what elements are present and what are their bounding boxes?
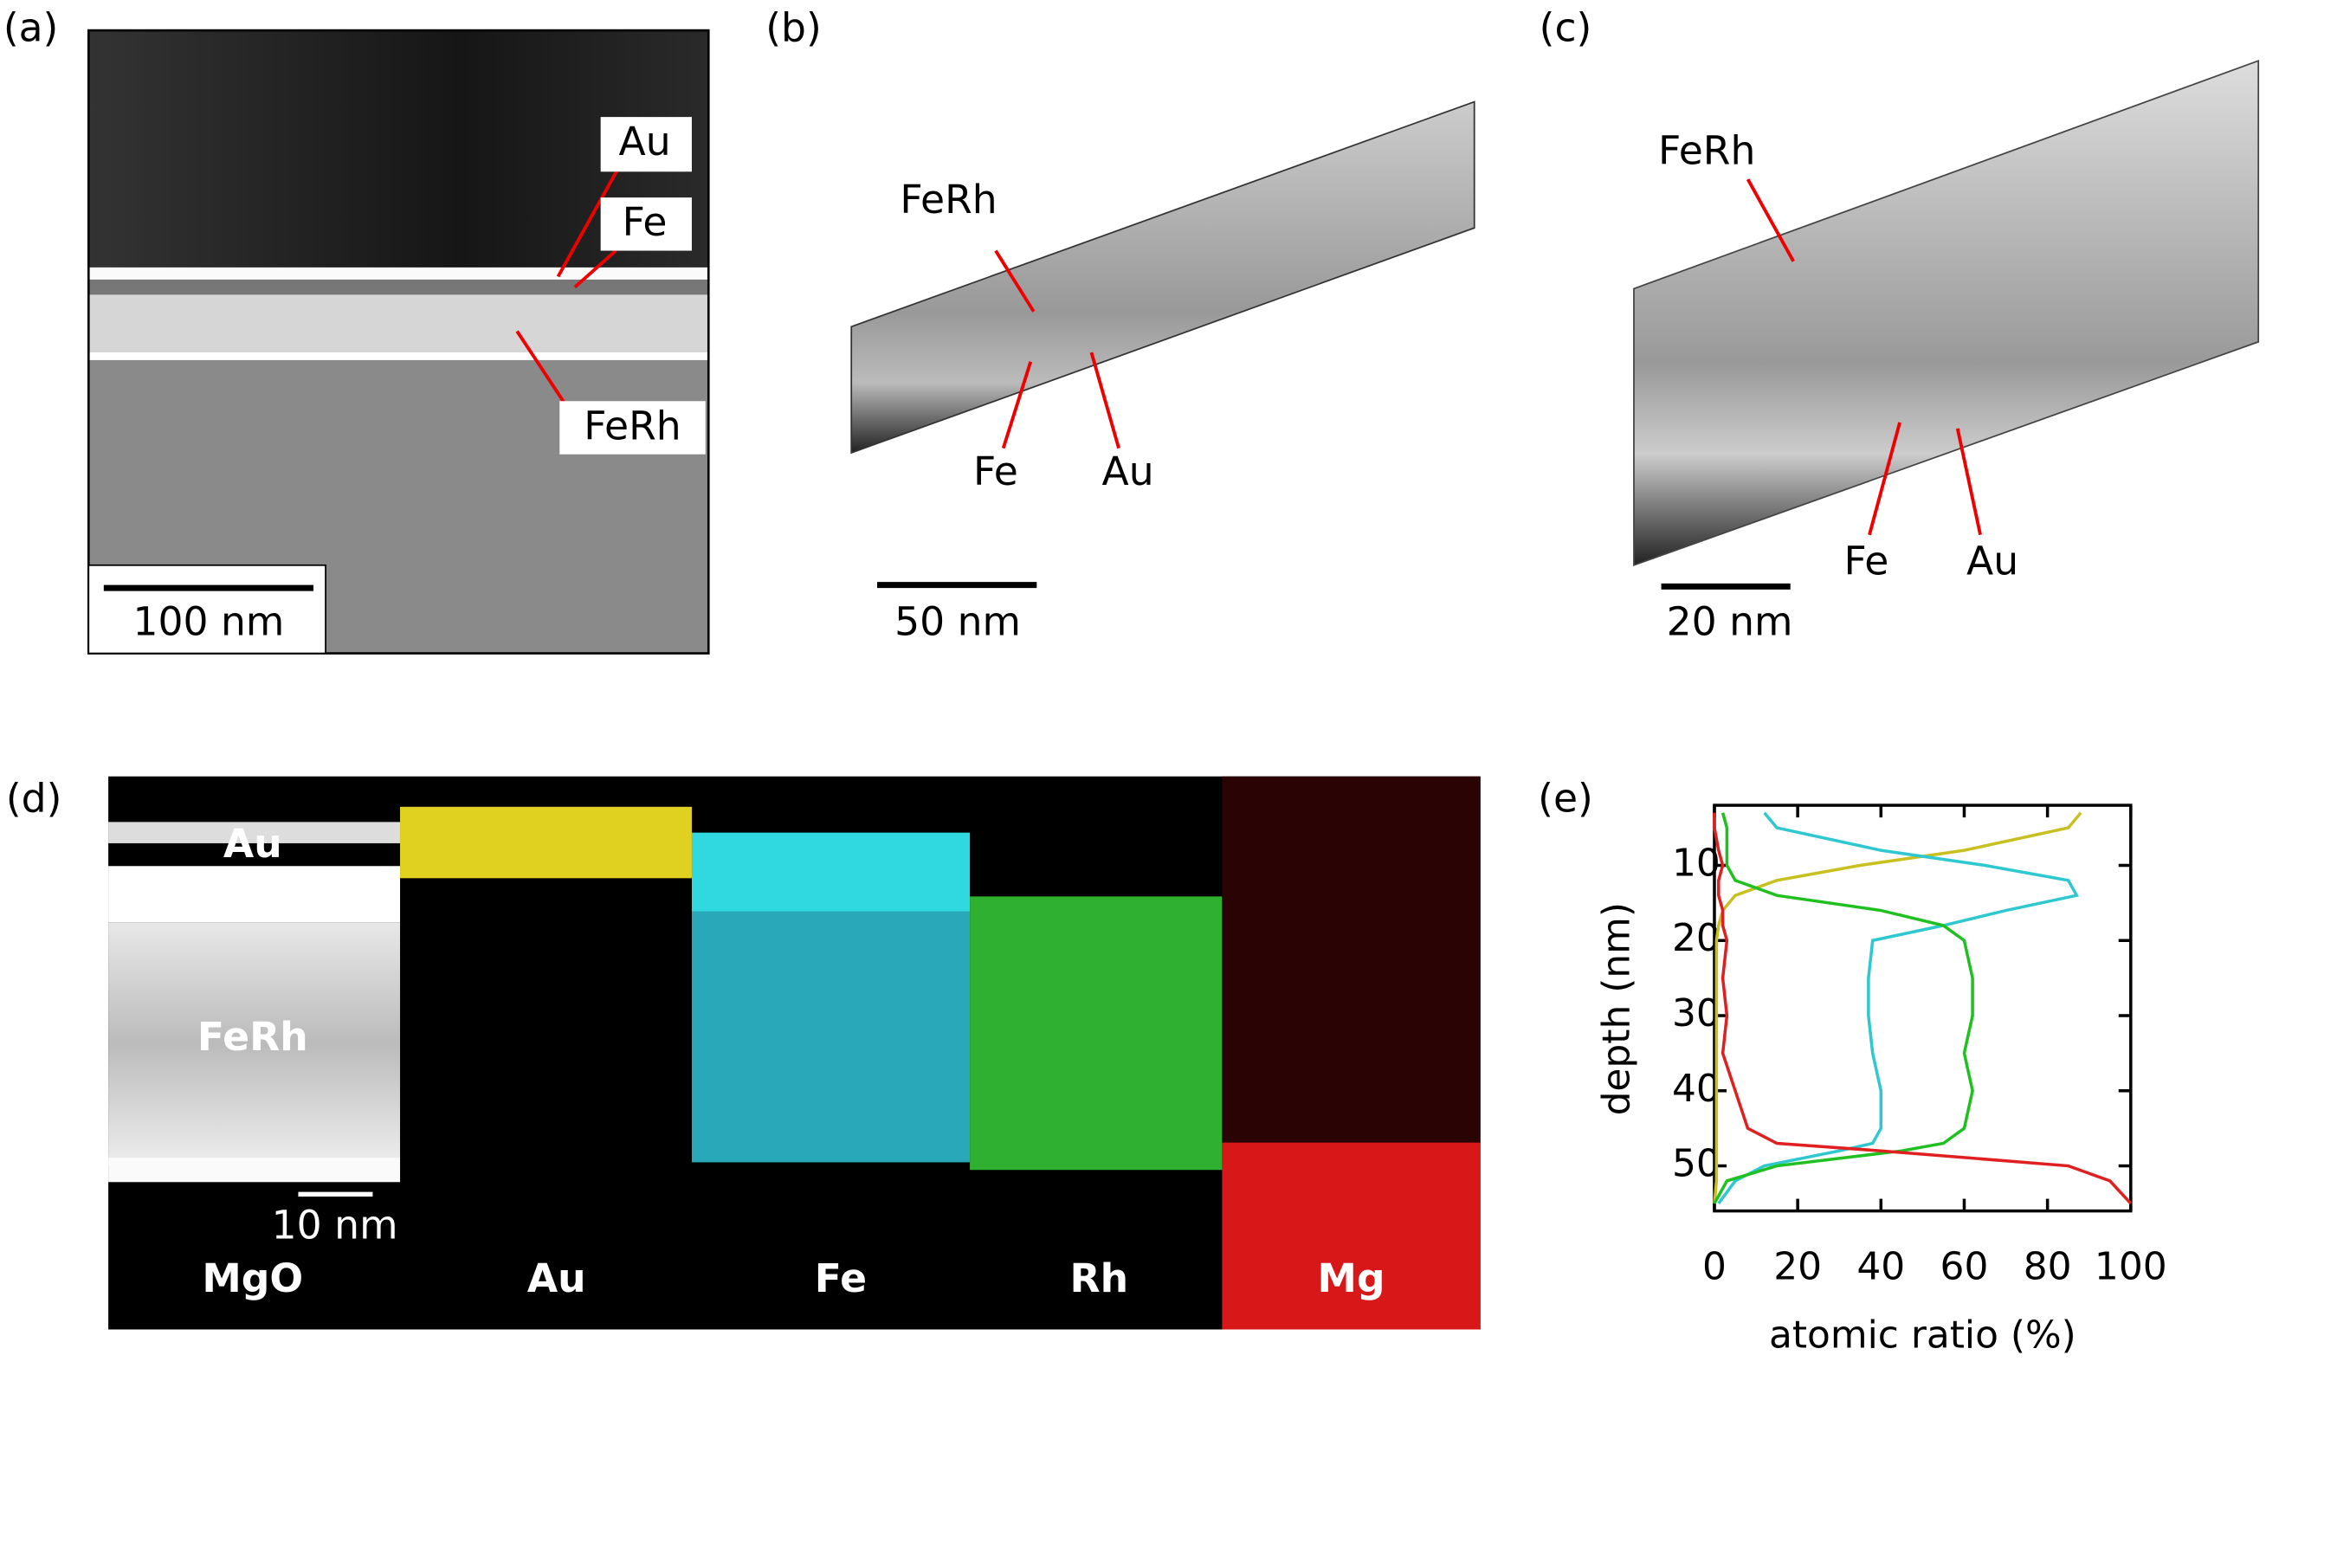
label: FeRh xyxy=(1658,128,1755,174)
label: FeRh xyxy=(900,177,997,223)
label: Au xyxy=(619,119,671,165)
map-label: Rh xyxy=(1069,1255,1128,1301)
map-label: Fe xyxy=(815,1255,867,1301)
image-c xyxy=(1633,59,2260,590)
x-axis-label: atomic ratio (%) xyxy=(1769,1313,2076,1357)
scale-label: 100 nm xyxy=(132,599,284,645)
y-tick-label: 50 xyxy=(1672,1142,1721,1186)
x-tick-label: 100 xyxy=(2095,1244,2167,1288)
panel-label: (a) xyxy=(3,5,59,51)
label: FeRh xyxy=(584,403,681,448)
series-line xyxy=(1713,812,2133,1205)
scale-label: 50 nm xyxy=(894,599,1021,645)
label: Fe xyxy=(973,448,1018,494)
map-label: MgO xyxy=(202,1255,303,1301)
layer-label: FeRh xyxy=(197,1014,308,1060)
label: Au xyxy=(1102,448,1154,494)
image-b xyxy=(850,100,1475,589)
x-tick-label: 20 xyxy=(1773,1244,1822,1288)
scale-label: 20 nm xyxy=(1667,599,1793,645)
label: Au xyxy=(1966,539,2018,584)
layer-label: Au xyxy=(223,821,282,867)
series-line xyxy=(1717,811,2079,1204)
y-tick-label: 30 xyxy=(1672,991,1721,1036)
y-tick-label: 10 xyxy=(1672,841,1721,885)
y-axis-label: depth (nm) xyxy=(1594,902,1638,1115)
map-label: Au xyxy=(527,1255,586,1301)
y-tick-label: 20 xyxy=(1672,916,1721,960)
x-tick-label: 80 xyxy=(2024,1244,2072,1288)
series-line xyxy=(1713,811,2082,1204)
series-line xyxy=(1713,812,1974,1204)
image-d xyxy=(108,776,1481,1330)
image-a xyxy=(87,29,710,655)
x-tick-label: 0 xyxy=(1702,1244,1727,1288)
panel-label: (e) xyxy=(1538,775,1593,821)
y-tick-label: 40 xyxy=(1672,1067,1721,1111)
panel-label: (d) xyxy=(6,775,62,821)
plot-frame xyxy=(1713,803,2133,1213)
map-label: Mg xyxy=(1318,1255,1385,1301)
label: Fe xyxy=(623,199,668,245)
scale-label: 10 nm xyxy=(272,1202,398,1248)
label: Fe xyxy=(1844,539,1889,584)
x-tick-label: 60 xyxy=(1940,1244,1989,1288)
layer-label: Fe xyxy=(227,873,279,919)
panel-label: (b) xyxy=(765,5,822,51)
x-tick-label: 40 xyxy=(1856,1244,1905,1288)
panel-label: (c) xyxy=(1540,5,1592,51)
